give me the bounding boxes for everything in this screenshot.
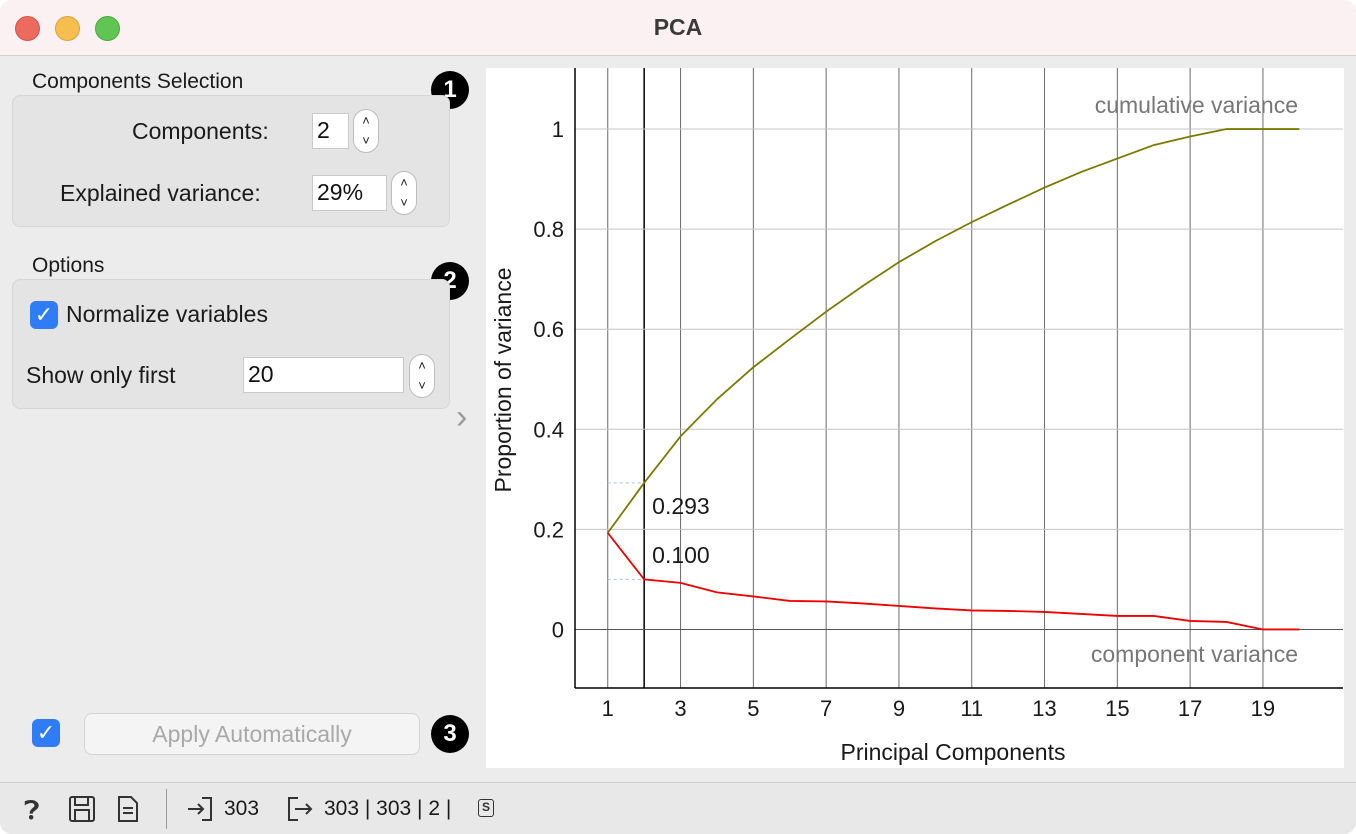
x-tick-label: 11 xyxy=(960,696,983,721)
chevron-up-icon[interactable]: ˄ xyxy=(362,113,370,128)
s-badge-icon: S xyxy=(478,799,494,817)
normalize-checkbox[interactable]: ✓ xyxy=(30,301,58,329)
apply-automatically-button[interactable]: Apply Automatically xyxy=(84,713,420,755)
components-stepper[interactable]: ˄ ˅ xyxy=(353,109,379,153)
y-tick-label: 0.2 xyxy=(533,517,564,542)
explained-variance-stepper[interactable]: ˄ ˅ xyxy=(391,171,417,215)
x-tick-label: 9 xyxy=(893,696,905,721)
chevron-down-icon[interactable]: ˅ xyxy=(362,133,370,148)
chevron-down-icon[interactable]: ˅ xyxy=(418,378,426,393)
normalize-label: Normalize variables xyxy=(66,301,268,327)
input-arrow-icon xyxy=(188,797,212,821)
cumulative-value-annotation: 0.293 xyxy=(652,493,710,519)
show-only-first-stepper[interactable]: ˄ ˅ xyxy=(409,354,435,398)
x-tick-label: 19 xyxy=(1251,696,1275,721)
checkmark-icon: ✓ xyxy=(36,720,56,745)
y-tick-label: 1 xyxy=(552,117,564,142)
maximize-window-button[interactable] xyxy=(95,16,120,41)
minimize-window-button[interactable] xyxy=(55,16,80,41)
output-arrow-icon xyxy=(288,797,313,821)
variance-chart-svg: 1 3 5 7 9 11 13 15 17 19 00.20.40.60.81 Principal… xyxy=(490,68,1343,765)
y-tick-label: 0.8 xyxy=(533,217,564,242)
output-summary: 303 | 303 | 2 | xyxy=(324,797,452,820)
chevron-up-icon[interactable]: ˄ xyxy=(400,175,408,190)
x-tick-label: 13 xyxy=(1032,696,1056,721)
apply-automatically-checkbox[interactable]: ✓ xyxy=(32,719,60,747)
checkmark-icon: ✓ xyxy=(34,302,54,327)
title-bar: PCA xyxy=(0,0,1356,56)
x-tick-label: 17 xyxy=(1178,696,1202,721)
components-input[interactable]: 2 xyxy=(312,113,349,149)
y-axis-title: Proportion of variance xyxy=(490,267,516,492)
show-only-first-label: Show only first xyxy=(26,362,176,388)
status-separator xyxy=(166,789,167,829)
document-icon[interactable] xyxy=(116,795,140,823)
close-window-button[interactable] xyxy=(15,16,40,41)
input-count: 303 xyxy=(224,797,260,820)
chevron-down-icon[interactable]: ˅ xyxy=(400,195,408,210)
components-selection-label: Components Selection xyxy=(32,70,244,93)
y-tick-label: 0.6 xyxy=(533,317,564,342)
x-tick-label: 3 xyxy=(674,696,686,721)
chevron-right-icon[interactable]: › xyxy=(456,398,468,436)
explained-variance-label: Explained variance: xyxy=(60,180,261,206)
series-line xyxy=(607,532,1300,631)
cumulative-variance-label: cumulative variance xyxy=(1095,92,1298,118)
x-axis-title: Principal Components xyxy=(840,739,1065,765)
window-title: PCA xyxy=(653,14,703,40)
series-line xyxy=(607,128,1300,534)
x-tick-label: 5 xyxy=(747,696,759,721)
x-tick-label: 1 xyxy=(602,696,614,721)
show-only-first-input[interactable]: 20 xyxy=(243,357,404,393)
components-label: Components: xyxy=(132,118,269,144)
explained-variance-input[interactable]: 29% xyxy=(312,175,387,211)
x-tick-label: 15 xyxy=(1105,696,1129,721)
component-value-annotation: 0.100 xyxy=(652,542,710,568)
callout-badge-3: 3 xyxy=(431,715,469,753)
y-tick-label: 0 xyxy=(552,617,564,642)
chevron-up-icon[interactable]: ˄ xyxy=(418,358,426,373)
floppy-icon[interactable] xyxy=(68,795,96,823)
question-icon[interactable]: ❓︎ xyxy=(24,795,40,825)
x-tick-label: 7 xyxy=(820,696,832,721)
variance-plot[interactable]: 1 3 5 7 9 11 13 15 17 19 0 0.2 0.4 0.6 0.8 1 Principal… xyxy=(486,68,1344,768)
component-variance-label: component variance xyxy=(1091,641,1298,667)
options-label: Options xyxy=(32,254,105,277)
y-tick-label: 0.4 xyxy=(533,417,564,442)
status-bar: ❓︎ 303 303 | 303 | 2 | S xyxy=(0,782,1356,834)
